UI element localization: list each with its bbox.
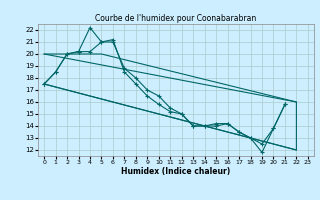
Title: Courbe de l'humidex pour Coonabarabran: Courbe de l'humidex pour Coonabarabran xyxy=(95,14,257,23)
X-axis label: Humidex (Indice chaleur): Humidex (Indice chaleur) xyxy=(121,167,231,176)
